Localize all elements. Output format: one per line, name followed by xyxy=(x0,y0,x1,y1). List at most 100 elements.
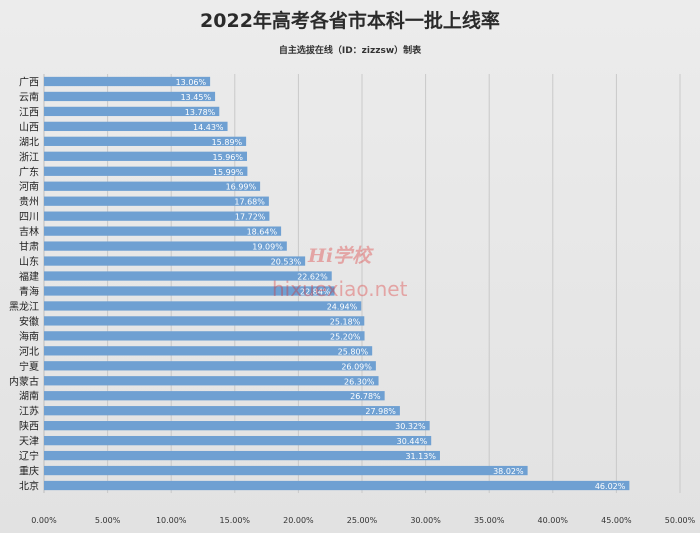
category-label: 天津 xyxy=(19,436,39,448)
value-label: 15.89% xyxy=(212,138,243,147)
chart-subtitle: 自主选拔在线（ID：zizzsw）制表 xyxy=(278,46,422,56)
value-label: 25.18% xyxy=(330,317,361,326)
x-tick-label: 25.00% xyxy=(347,516,378,525)
category-label: 辽宁 xyxy=(19,450,39,463)
category-label: 吉林 xyxy=(19,225,39,238)
value-label: 38.02% xyxy=(493,467,524,476)
bar xyxy=(44,121,228,132)
x-tick-label: 0.00% xyxy=(31,516,57,525)
chart-title: 2022年高考各省市本科一批上线率 xyxy=(200,10,500,32)
value-label: 20.53% xyxy=(271,258,302,267)
category-label: 江西 xyxy=(19,106,39,118)
bar xyxy=(44,241,287,251)
bar xyxy=(44,331,365,341)
bar xyxy=(44,196,269,206)
category-label: 浙江 xyxy=(19,151,39,163)
x-tick-label: 15.00% xyxy=(220,516,251,525)
bar xyxy=(44,166,248,176)
category-label: 陕西 xyxy=(19,420,39,433)
category-label: 宁夏 xyxy=(19,360,39,373)
category-label: 贵州 xyxy=(19,195,39,208)
value-label: 19.09% xyxy=(252,243,283,252)
category-label: 广东 xyxy=(19,165,39,178)
bar xyxy=(44,256,306,266)
category-label: 河南 xyxy=(19,180,39,193)
bar xyxy=(44,76,211,87)
bar xyxy=(44,226,282,236)
category-label: 重庆 xyxy=(19,465,39,478)
bar xyxy=(44,181,261,191)
bar xyxy=(44,136,247,146)
bar xyxy=(44,106,220,117)
bar xyxy=(44,480,630,491)
category-label: 山西 xyxy=(19,121,39,133)
x-tick-label: 45.00% xyxy=(601,516,632,525)
category-label: 海南 xyxy=(19,330,39,343)
category-label: 广西 xyxy=(19,76,39,88)
value-label: 17.68% xyxy=(234,198,265,207)
value-label: 14.43% xyxy=(193,123,224,132)
bar xyxy=(44,316,365,326)
x-tick-label: 35.00% xyxy=(474,516,505,525)
category-label: 河北 xyxy=(19,346,39,358)
value-label: 46.02% xyxy=(595,482,626,491)
value-label: 26.09% xyxy=(341,362,372,371)
category-label: 福建 xyxy=(19,270,39,283)
category-label: 北京 xyxy=(19,480,39,493)
bar xyxy=(44,271,332,281)
value-label: 27.98% xyxy=(365,407,396,416)
bar xyxy=(44,91,216,102)
x-tick-label: 10.00% xyxy=(156,516,187,525)
value-label: 26.78% xyxy=(350,392,381,401)
bar xyxy=(44,450,440,461)
bar xyxy=(44,361,376,371)
value-label: 13.78% xyxy=(185,108,216,117)
x-tick-label: 50.00% xyxy=(665,516,696,525)
value-label: 24.94% xyxy=(327,302,358,311)
bar xyxy=(44,301,362,311)
x-tick-label: 40.00% xyxy=(538,516,569,525)
category-label: 江苏 xyxy=(19,405,39,418)
value-label: 22.62% xyxy=(297,273,328,282)
bar xyxy=(44,376,379,386)
bar xyxy=(44,286,335,296)
x-tick-label: 5.00% xyxy=(95,516,121,525)
bar xyxy=(44,391,385,401)
category-label: 湖北 xyxy=(19,136,39,148)
x-tick-label: 30.00% xyxy=(410,516,441,525)
value-label: 15.99% xyxy=(213,168,244,177)
value-label: 30.44% xyxy=(397,437,428,446)
watermark-url: hixuexiao.net xyxy=(272,277,408,301)
value-label: 31.13% xyxy=(405,452,436,461)
value-label: 26.30% xyxy=(344,377,375,386)
category-label: 甘肃 xyxy=(19,240,39,253)
bar xyxy=(44,465,528,476)
value-label: 22.84% xyxy=(300,287,331,296)
category-label: 内蒙古 xyxy=(9,375,39,388)
category-label: 安徽 xyxy=(19,315,39,328)
bar xyxy=(44,406,400,416)
value-label: 25.80% xyxy=(338,347,369,356)
x-tick-label: 20.00% xyxy=(283,516,314,525)
value-label: 25.20% xyxy=(330,332,361,341)
watermark-logo: Hi学校 xyxy=(307,245,374,267)
value-label: 13.06% xyxy=(176,78,207,87)
value-label: 15.96% xyxy=(212,153,243,162)
category-label: 云南 xyxy=(19,90,39,103)
value-label: 18.64% xyxy=(247,228,278,237)
category-label: 四川 xyxy=(19,212,39,223)
bar xyxy=(44,421,430,431)
bar xyxy=(44,211,270,221)
category-label: 黑龙江 xyxy=(9,300,39,313)
value-label: 30.32% xyxy=(395,422,426,431)
category-label: 山东 xyxy=(19,255,39,268)
bar xyxy=(44,151,248,161)
category-label: 青海 xyxy=(19,285,39,298)
bar xyxy=(44,435,432,446)
bar xyxy=(44,346,373,356)
value-label: 16.99% xyxy=(226,183,257,192)
value-label: 13.45% xyxy=(181,93,212,102)
category-label: 湖南 xyxy=(19,390,39,403)
